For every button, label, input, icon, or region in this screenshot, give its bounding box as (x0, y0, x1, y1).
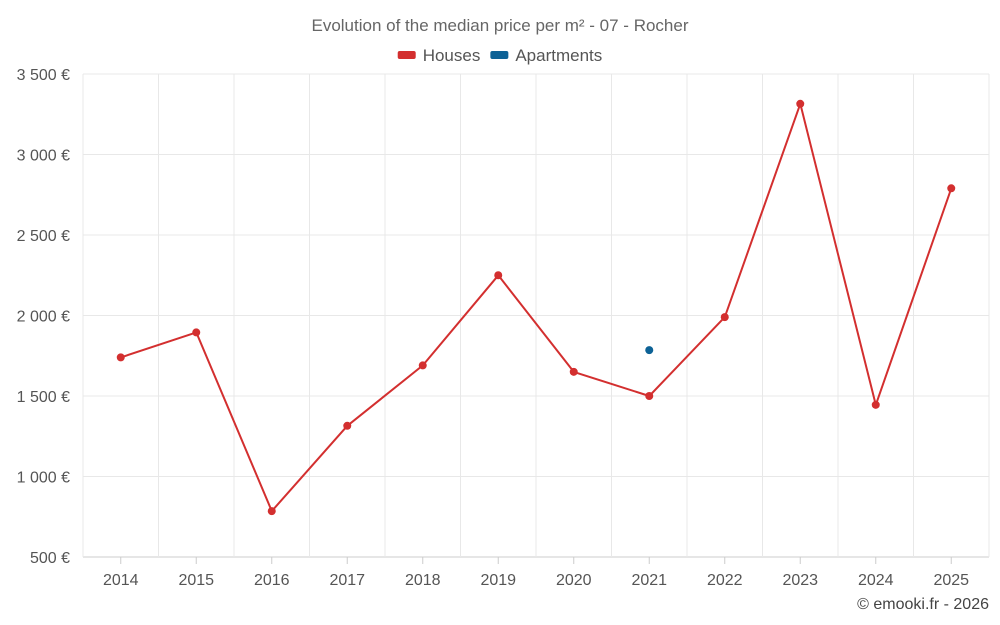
x-tick-label: 2017 (329, 572, 365, 589)
chart-title: Evolution of the median price per m² - 0… (311, 16, 688, 35)
data-point-houses-2020[interactable] (569, 367, 578, 376)
y-tick-label: 3 500 € (17, 67, 70, 84)
x-tick-label: 2023 (782, 572, 818, 589)
y-tick-label: 1 500 € (17, 389, 70, 406)
y-tick-label: 3 000 € (17, 148, 70, 165)
x-tick-label: 2014 (103, 572, 139, 589)
y-axis: 500 € 1 000 € 1 500 € 2 000 € 2 500 € 3 000 €… (17, 67, 70, 567)
x-tick-label: 2018 (405, 572, 441, 589)
data-point-houses-2018[interactable] (418, 361, 427, 370)
legend: Houses Apartments (397, 46, 602, 65)
x-tick-label: 2019 (480, 572, 516, 589)
legend-item-apartments[interactable]: Apartments (490, 46, 602, 65)
data-point-houses-2023[interactable] (796, 99, 805, 108)
data-point-houses-2019[interactable] (494, 271, 503, 280)
y-tick-label: 2 000 € (17, 309, 70, 326)
x-tick-label: 2025 (933, 572, 969, 589)
x-tick-label: 2021 (631, 572, 667, 589)
x-gridlines (82, 74, 990, 557)
data-point-houses-2021[interactable] (645, 392, 654, 400)
y-tick-label: 2 500 € (17, 228, 70, 245)
legend-swatch (397, 51, 416, 59)
x-tick-label: 2024 (858, 572, 894, 589)
x-tick-label: 2016 (254, 572, 290, 589)
x-tick-label: 2022 (707, 572, 743, 589)
x-axis: 2014 2015 2016 2017 2018 2019 2020 2021 2022 2023… (103, 557, 969, 589)
legend-swatch (490, 51, 509, 59)
data-point-houses-2014[interactable] (116, 353, 125, 362)
data-point-houses-2016[interactable] (267, 507, 276, 516)
x-tick-label: 2020 (556, 572, 592, 589)
data-point-apartments-2021[interactable] (645, 346, 654, 355)
series-line-houses (120, 102, 953, 513)
data-point-houses-2024[interactable] (871, 400, 880, 409)
y-tick-label: 500 € (30, 550, 70, 567)
data-point-houses-2022[interactable] (720, 313, 729, 322)
series-apartments (645, 346, 654, 355)
credit-text: © emooki.fr - 2026 (857, 596, 989, 613)
y-tick-label: 1 000 € (17, 470, 70, 487)
data-point-houses-2017[interactable] (343, 421, 352, 430)
x-tick-label: 2015 (178, 572, 214, 589)
series-houses (116, 99, 956, 516)
data-point-houses-2025[interactable] (947, 184, 956, 193)
legend-label: Apartments (515, 46, 602, 65)
legend-item-houses[interactable]: Houses (397, 46, 481, 65)
legend-label: Houses (423, 46, 481, 65)
series-layer (116, 99, 956, 516)
data-point-houses-2015[interactable] (192, 328, 201, 337)
